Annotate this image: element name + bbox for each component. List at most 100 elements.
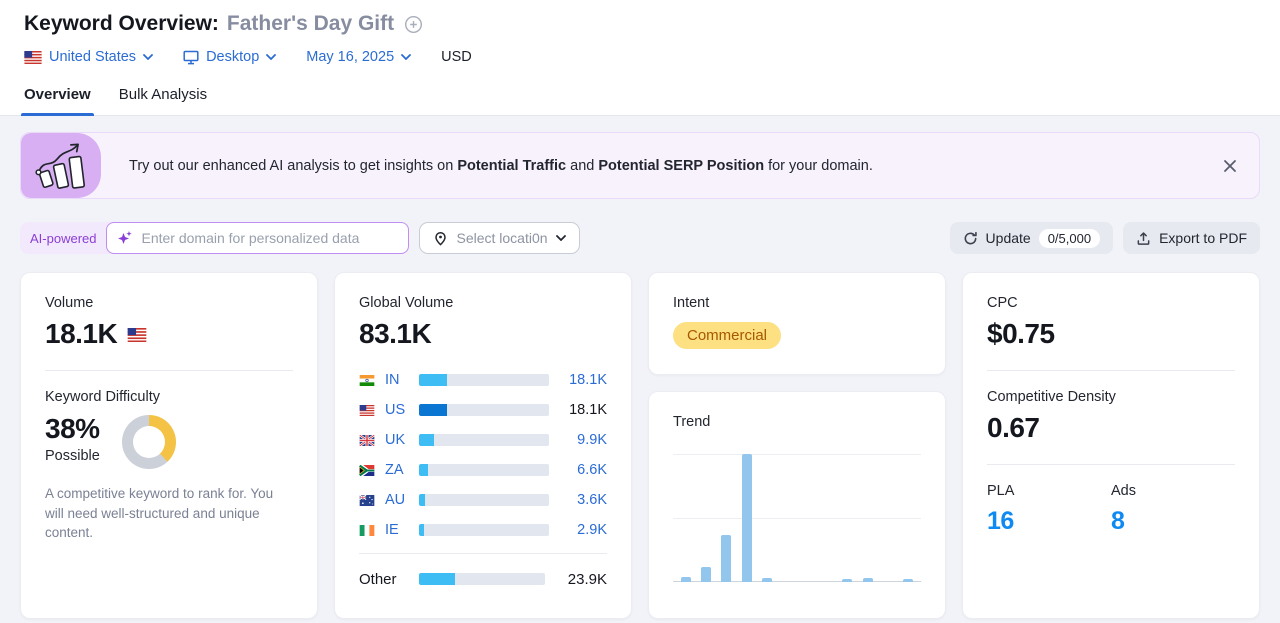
country-volume-row: IN 18.1K [359, 365, 607, 395]
us-flag-icon [127, 319, 147, 342]
page-title: Keyword Overview: [24, 12, 219, 35]
trend-bar [842, 579, 853, 582]
export-pdf-label: Export to PDF [1159, 230, 1247, 246]
in-flag-icon [359, 374, 376, 386]
country-volume-bar [419, 494, 549, 506]
select-location-label: Select locati0n [456, 230, 548, 246]
axis-baseline [673, 581, 921, 582]
country-selector[interactable]: United States [24, 49, 153, 65]
country-volume-row: ZA 6.6K [359, 455, 607, 485]
gridline [673, 518, 921, 519]
competitive-density-value: 0.67 [987, 412, 1040, 443]
export-pdf-button[interactable]: Export to PDF [1123, 222, 1260, 254]
chevron-down-icon [401, 54, 412, 60]
country-code-link[interactable]: UK [385, 432, 406, 448]
cpc-value: $0.75 [987, 318, 1055, 349]
close-icon[interactable] [1223, 159, 1237, 173]
country-volume-row: IE 2.9K [359, 515, 607, 545]
global-volume-value: 83.1K [359, 318, 432, 349]
tab-bar: Overview Bulk Analysis [0, 86, 1280, 116]
trend-bars [681, 454, 913, 582]
device-selector-label: Desktop [206, 49, 260, 65]
domain-input[interactable] [106, 222, 410, 254]
difficulty-level: Possible [45, 448, 100, 464]
country-volume-row: UK 9.9K [359, 425, 607, 455]
global-volume-card: Global Volume 83.1K IN 18.1K US 18.1K UK 9.9K… [334, 272, 632, 619]
date-selector[interactable]: May 16, 2025 [306, 49, 412, 65]
keyword-difficulty-label: Keyword Difficulty [45, 389, 160, 405]
ads-label: Ads [1111, 483, 1136, 499]
banner-bold-serp: Potential SERP Position [598, 157, 765, 174]
other-volume-bar [419, 573, 545, 585]
divider [987, 370, 1235, 371]
global-volume-label: Global Volume [359, 295, 454, 311]
difficulty-donut [121, 415, 176, 469]
country-volume-value: 18.1K [569, 372, 607, 388]
country-code-link[interactable]: US [385, 402, 406, 418]
country-code-link[interactable]: IN [385, 372, 400, 388]
country-volume-bar [419, 434, 549, 446]
update-quota-badge: 0/5,000 [1038, 228, 1101, 248]
export-icon [1137, 231, 1150, 245]
date-selector-label: May 16, 2025 [306, 49, 395, 65]
ie-flag-icon [359, 524, 376, 536]
device-selector[interactable]: Desktop [183, 49, 277, 65]
page-header: Keyword Overview: Father's Day Gift Unit… [0, 0, 1280, 116]
difficulty-description: A competitive keyword to rank for. You w… [45, 486, 274, 541]
volume-label: Volume [45, 295, 94, 311]
difficulty-percent: 38% [45, 413, 100, 444]
us-flag-icon [24, 50, 42, 64]
trend-bar [681, 576, 691, 582]
other-label: Other [359, 570, 397, 588]
global-volume-rows: IN 18.1K US 18.1K UK 9.9K ZA 6.6K AU 3.6K IE 2.9K [359, 365, 607, 545]
country-volume-value: 9.9K [577, 432, 607, 448]
title-row: Keyword Overview: Father's Day Gift [24, 12, 1256, 36]
country-volume-bar [419, 374, 549, 386]
other-volume-row: Other 23.9K [359, 562, 607, 596]
country-code-link[interactable]: AU [385, 492, 406, 508]
update-button[interactable]: Update 0/5,000 [949, 222, 1114, 254]
divider [987, 464, 1235, 465]
tab-bulk-analysis[interactable]: Bulk Analysis [118, 86, 208, 103]
trend-bar [741, 454, 752, 582]
volume-value: 18.1K [45, 318, 118, 349]
other-volume-bar-fill [419, 573, 456, 585]
controls-row: AI-powered Select locati0n Update 0/5,00… [20, 222, 1260, 254]
ads-value: 8 [1111, 507, 1125, 535]
divider [359, 553, 607, 554]
update-label: Update [985, 230, 1031, 246]
trend-chart [673, 454, 921, 582]
ai-powered-badge: AI-powered [30, 230, 97, 246]
country-volume-value: 3.6K [577, 492, 607, 508]
metrics-cards: Volume 18.1K Keyword Difficulty 38% Poss… [20, 272, 1260, 619]
country-code-link[interactable]: ZA [385, 462, 404, 478]
add-keyword-icon[interactable] [404, 15, 423, 34]
chevron-down-icon [266, 54, 277, 60]
trend-bar [701, 566, 712, 582]
filters-row: United States Desktop May 16, 2025 USD [24, 49, 1256, 65]
country-volume-value: 6.6K [577, 462, 607, 478]
trend-bar [862, 578, 873, 582]
uk-flag-icon [359, 434, 376, 446]
cpc-card: CPC $0.75 Competitive Density 0.67 PLA 1… [962, 272, 1260, 619]
location-pin-icon [435, 231, 447, 246]
tab-overview[interactable]: Overview [21, 86, 94, 116]
refresh-icon [964, 231, 977, 244]
country-volume-bar [419, 404, 549, 416]
intent-badge: Commercial [673, 322, 782, 349]
competitive-density-label: Competitive Density [987, 389, 1116, 405]
select-location-button[interactable]: Select locati0n [419, 222, 580, 254]
country-volume-bar [419, 464, 549, 476]
growth-chart-illustration-icon [21, 133, 101, 198]
volume-difficulty-card: Volume 18.1K Keyword Difficulty 38% Poss… [20, 272, 318, 619]
banner-bold-traffic: Potential Traffic [457, 157, 567, 174]
trend-card: Trend [648, 391, 946, 619]
country-volume-bar [419, 524, 549, 536]
trend-bar [721, 534, 732, 582]
us-flag-icon [359, 404, 376, 416]
other-volume-value: 23.9K [567, 570, 607, 588]
country-code-link[interactable]: IE [385, 522, 399, 538]
pla-value: 16 [987, 507, 1014, 535]
page-body: Try out our enhanced AI analysis to get … [0, 116, 1280, 619]
